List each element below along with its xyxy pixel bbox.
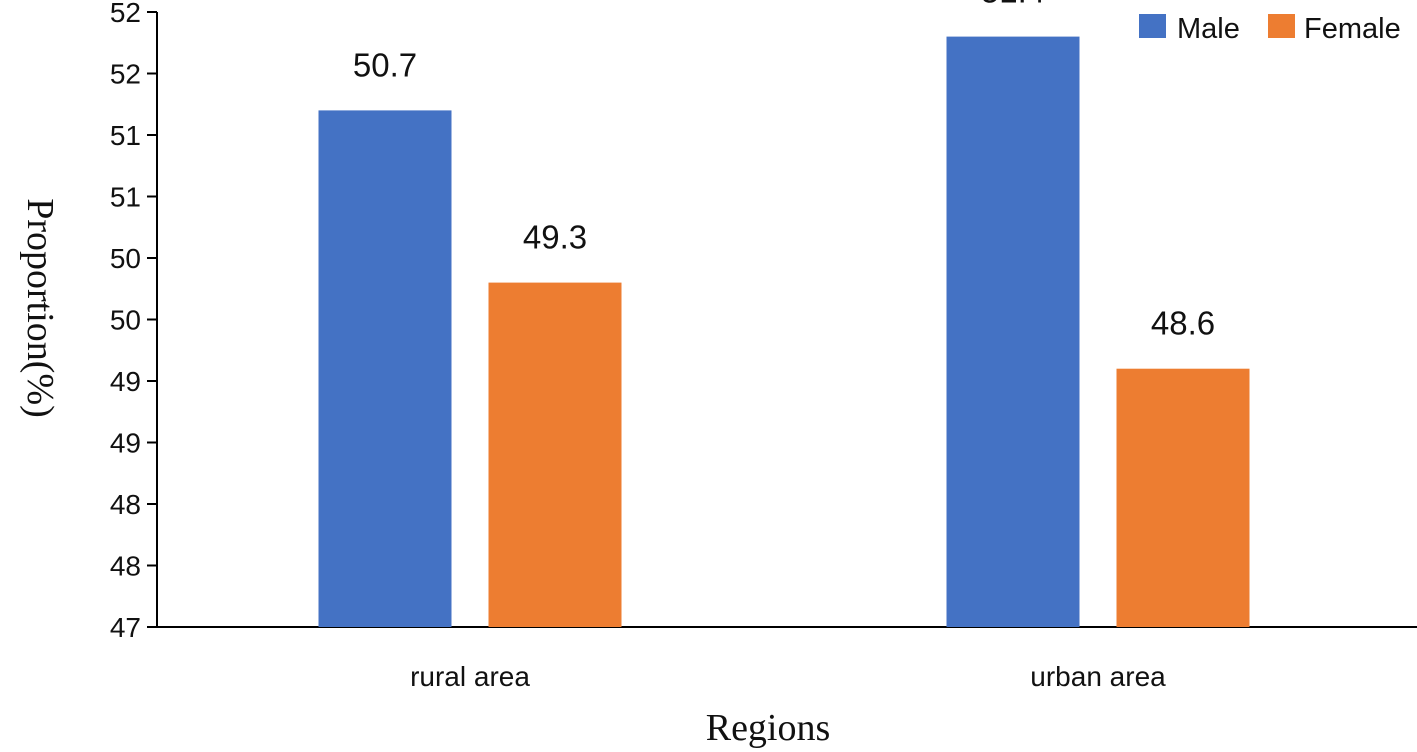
bar-male-1 [318, 110, 452, 627]
bars [318, 36, 1250, 628]
y-tick-label: 48 [110, 489, 141, 520]
bar-female-1 [488, 282, 622, 627]
y-tick-label: 52 [110, 0, 141, 28]
y-tick-label: 51 [110, 182, 141, 213]
category-label: urban area [1030, 661, 1166, 692]
x-axis-title: Regions [706, 707, 831, 749]
y-tick-label: 50 [110, 305, 141, 336]
legend: Male Female [1139, 13, 1401, 45]
legend-label-female: Female [1304, 13, 1401, 45]
category-labels: rural area urban area [410, 661, 1166, 692]
y-tick-label: 50 [110, 243, 141, 274]
bar-male-2 [946, 36, 1080, 628]
bar-female-2 [1116, 368, 1250, 627]
y-tick-label: 51 [110, 120, 141, 151]
data-label-female-2: 48.6 [1151, 305, 1215, 342]
data-label-male-2: 51.4 [981, 0, 1045, 10]
y-axis-title: Proportion(%) [19, 198, 61, 418]
y-tick-label: 49 [110, 428, 141, 459]
y-axis: 47 48 48 49 49 50 50 51 51 52 52 [110, 0, 158, 643]
category-label: rural area [410, 661, 530, 692]
legend-label-male: Male [1177, 13, 1240, 45]
data-labels: 50.7 49.3 51.4 48.6 [353, 0, 1215, 342]
y-tick-label: 48 [110, 551, 141, 582]
data-label-female-1: 49.3 [523, 219, 587, 256]
data-label-male-1: 50.7 [353, 46, 417, 83]
y-tick-label: 52 [110, 59, 141, 90]
legend-swatch-male [1139, 14, 1166, 38]
legend-swatch-female [1268, 14, 1295, 38]
y-tick-label: 49 [110, 366, 141, 397]
y-tick-label: 47 [110, 612, 141, 643]
